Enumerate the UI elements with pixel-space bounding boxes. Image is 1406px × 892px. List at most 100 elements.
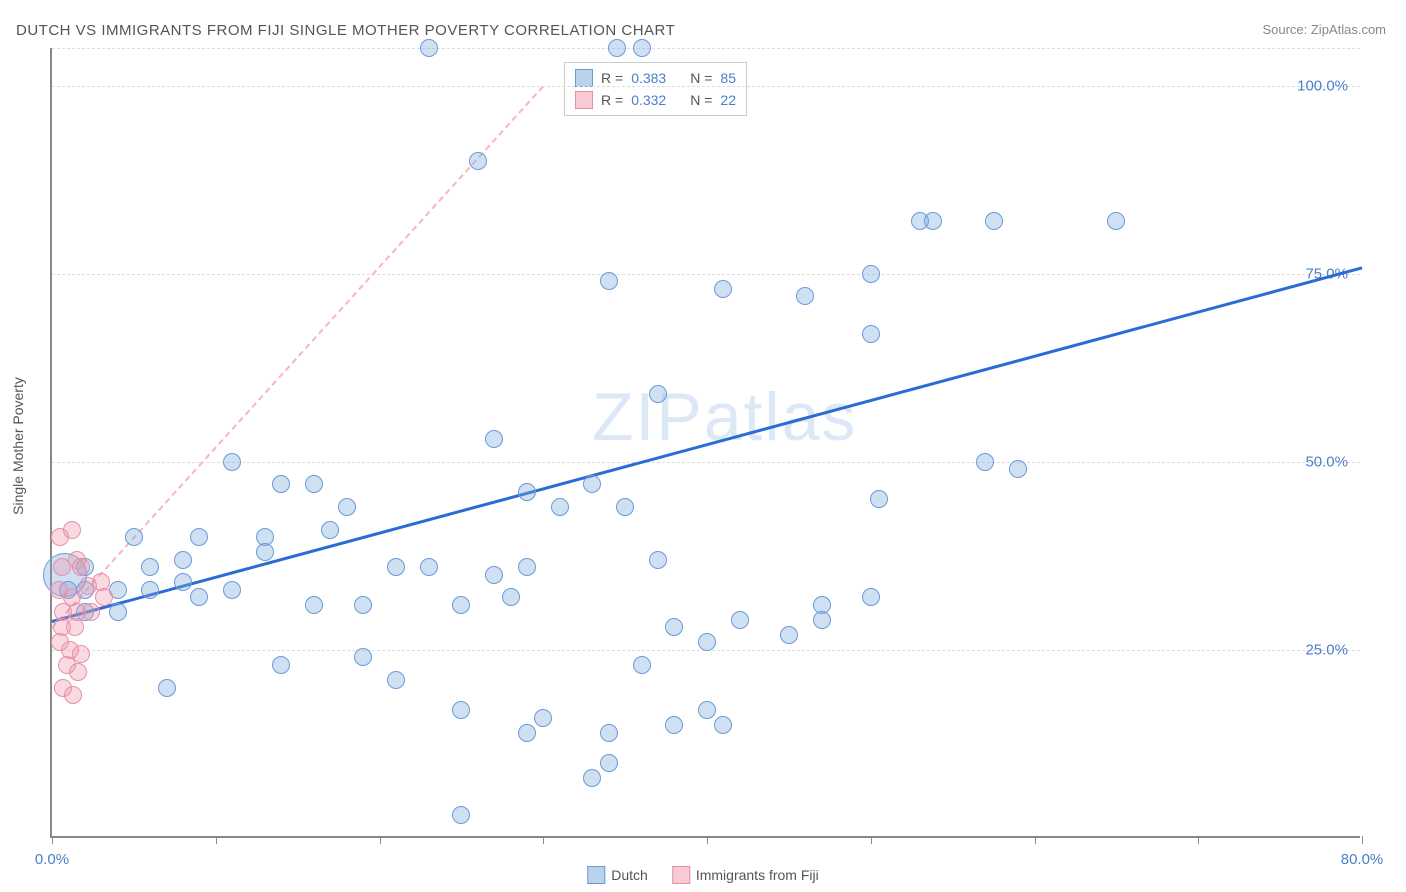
- gridline: [52, 274, 1360, 275]
- series-legend: Dutch Immigrants from Fiji: [587, 866, 818, 884]
- data-point: [633, 39, 651, 57]
- data-point: [338, 498, 356, 516]
- x-tick: [52, 836, 53, 844]
- data-point: [272, 475, 290, 493]
- data-point: [82, 603, 100, 621]
- x-tick: [871, 836, 872, 844]
- data-point: [95, 588, 113, 606]
- data-point: [109, 603, 127, 621]
- n-label: N =: [690, 70, 712, 86]
- plot-area: ZIPatlas R = 0.383 N = 85 R = 0.332 N = …: [50, 48, 1360, 838]
- correlation-legend: R = 0.383 N = 85 R = 0.332 N = 22: [564, 62, 747, 116]
- legend-row-fiji: R = 0.332 N = 22: [575, 89, 736, 111]
- data-point: [72, 645, 90, 663]
- y-tick-label: 25.0%: [1305, 641, 1348, 658]
- data-point: [698, 701, 716, 719]
- data-point: [600, 754, 618, 772]
- n-value-dutch: 85: [720, 70, 736, 86]
- data-point: [583, 475, 601, 493]
- watermark: ZIPatlas: [592, 378, 857, 456]
- data-point: [714, 280, 732, 298]
- data-point: [469, 152, 487, 170]
- data-point: [796, 287, 814, 305]
- data-point: [502, 588, 520, 606]
- data-point: [190, 588, 208, 606]
- data-point: [518, 724, 536, 742]
- r-label: R =: [601, 92, 623, 108]
- data-point: [780, 626, 798, 644]
- data-point: [69, 663, 87, 681]
- x-tick-label: 80.0%: [1341, 851, 1384, 868]
- data-point: [976, 453, 994, 471]
- data-point: [862, 325, 880, 343]
- watermark-light: atlas: [704, 379, 858, 455]
- x-tick: [707, 836, 708, 844]
- x-tick-label: 0.0%: [35, 851, 69, 868]
- data-point: [698, 633, 716, 651]
- data-point: [223, 581, 241, 599]
- x-tick: [216, 836, 217, 844]
- data-point: [985, 212, 1003, 230]
- data-point: [272, 656, 290, 674]
- data-point: [518, 558, 536, 576]
- data-point: [1107, 212, 1125, 230]
- data-point: [174, 551, 192, 569]
- x-tick: [380, 836, 381, 844]
- data-point: [354, 648, 372, 666]
- data-point: [665, 618, 683, 636]
- data-point: [616, 498, 634, 516]
- data-point: [924, 212, 942, 230]
- data-point: [420, 558, 438, 576]
- data-point: [600, 272, 618, 290]
- r-value-dutch: 0.383: [631, 70, 666, 86]
- data-point: [256, 543, 274, 561]
- data-point: [420, 39, 438, 57]
- data-point: [649, 385, 667, 403]
- data-point: [485, 566, 503, 584]
- data-point: [485, 430, 503, 448]
- data-point: [63, 521, 81, 539]
- data-point: [174, 573, 192, 591]
- gridline: [52, 462, 1360, 463]
- legend-swatch-blue: [575, 69, 593, 87]
- data-point: [731, 611, 749, 629]
- legend-item-fiji: Immigrants from Fiji: [672, 866, 819, 884]
- trendline: [52, 266, 1363, 623]
- chart-container: DUTCH VS IMMIGRANTS FROM FIJI SINGLE MOT…: [0, 0, 1406, 892]
- legend-label-fiji: Immigrants from Fiji: [696, 867, 819, 883]
- n-label: N =: [690, 92, 712, 108]
- y-axis-title: Single Mother Poverty: [10, 377, 26, 515]
- gridline: [52, 48, 1360, 49]
- trendline: [51, 86, 544, 629]
- n-value-fiji: 22: [720, 92, 736, 108]
- source-label: Source: ZipAtlas.com: [1262, 22, 1386, 37]
- data-point: [649, 551, 667, 569]
- y-tick-label: 100.0%: [1297, 77, 1348, 94]
- legend-swatch-blue: [587, 866, 605, 884]
- data-point: [452, 701, 470, 719]
- data-point: [665, 716, 683, 734]
- legend-label-dutch: Dutch: [611, 867, 648, 883]
- data-point: [305, 475, 323, 493]
- data-point: [321, 521, 339, 539]
- data-point: [387, 558, 405, 576]
- x-tick: [543, 836, 544, 844]
- data-point: [518, 483, 536, 501]
- data-point: [813, 611, 831, 629]
- data-point: [452, 806, 470, 824]
- data-point: [158, 679, 176, 697]
- legend-item-dutch: Dutch: [587, 866, 648, 884]
- data-point: [534, 709, 552, 727]
- watermark-bold: ZIP: [592, 379, 704, 455]
- r-value-fiji: 0.332: [631, 92, 666, 108]
- data-point: [452, 596, 470, 614]
- data-point: [72, 558, 90, 576]
- legend-swatch-pink: [575, 91, 593, 109]
- x-tick: [1362, 836, 1363, 844]
- data-point: [66, 618, 84, 636]
- r-label: R =: [601, 70, 623, 86]
- y-tick-label: 50.0%: [1305, 453, 1348, 470]
- data-point: [190, 528, 208, 546]
- data-point: [125, 528, 143, 546]
- data-point: [354, 596, 372, 614]
